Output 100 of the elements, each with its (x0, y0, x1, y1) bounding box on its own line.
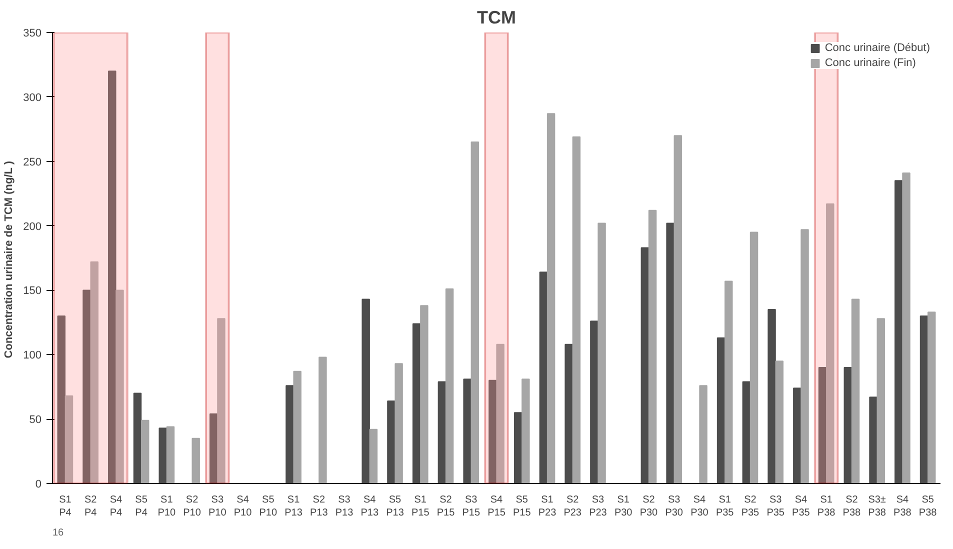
bar (82, 290, 91, 484)
x-tick-label: S1 P30 (614, 494, 633, 519)
bar (286, 385, 294, 484)
bar (742, 381, 751, 484)
bar (546, 113, 556, 484)
bar (598, 222, 606, 484)
x-tick-label: S3 P35 (766, 494, 785, 519)
bar (64, 395, 74, 484)
x-tick-label: S3 P30 (665, 494, 684, 519)
bar (369, 428, 378, 484)
bar (775, 360, 784, 484)
bar (470, 142, 480, 484)
bar (793, 388, 802, 484)
legend-label: Conc urinaire (Début) (824, 42, 930, 54)
bar (394, 363, 403, 484)
y-tick-label: 0 (35, 478, 42, 490)
x-tick-label: S3 P10 (208, 494, 227, 519)
bar (894, 180, 903, 484)
y-tick-label: 200 (23, 220, 42, 233)
bar (209, 413, 218, 484)
x-tick-label: S1 P10 (158, 494, 176, 519)
bar (412, 323, 421, 484)
x-tick-label: S1 P38 (817, 494, 836, 519)
x-tick-label: S1 P35 (716, 494, 734, 519)
x-tick-label: S2 P13 (310, 494, 328, 519)
bar (57, 315, 66, 484)
y-tick-label: 350 (23, 28, 42, 40)
y-tick-label: 250 (23, 156, 42, 168)
bar (387, 400, 396, 484)
bar (514, 412, 522, 484)
x-tick-label: S5 P4 (135, 494, 148, 519)
x-tick-label: S1 P23 (538, 494, 557, 519)
bar (674, 135, 682, 484)
x-tick-label: S4 P10 (234, 494, 252, 519)
x-tick-label: S2 P10 (183, 494, 202, 519)
bar (293, 370, 302, 484)
x-tick-label: S1 P15 (411, 494, 430, 519)
bar (716, 337, 726, 484)
bar (488, 380, 497, 484)
x-tick-label: S4 P13 (360, 494, 379, 519)
x-tick-label: S5 P10 (259, 494, 278, 519)
bar (699, 385, 708, 484)
bar (445, 288, 454, 484)
bar (750, 232, 758, 484)
x-tick-label: S5 P38 (918, 494, 938, 519)
x-tick-label: S5 P13 (386, 494, 404, 519)
x-tick-label: S3± P38 (868, 494, 886, 519)
bar (463, 378, 472, 484)
bar (869, 396, 878, 484)
y-tick-label: 100 (23, 350, 42, 362)
bar (826, 203, 834, 484)
x-tick-label: S1 P4 (59, 494, 72, 519)
text: 16 (52, 528, 64, 538)
chart-title: TCM (477, 8, 516, 28)
bar (640, 247, 650, 484)
bar (116, 290, 124, 484)
bar (648, 210, 657, 484)
y-tick-label: 300 (23, 92, 42, 104)
y-axis-title: Concentration urinaire de TCM (ng/L ) (3, 160, 16, 358)
bar (362, 298, 370, 484)
bar (539, 272, 548, 484)
x-tick-label: S2 P4 (84, 494, 98, 519)
bar (902, 172, 910, 484)
bar (522, 378, 530, 484)
bar (192, 438, 200, 484)
x-tick-label: S3 P15 (462, 494, 480, 519)
bar (800, 229, 809, 484)
x-tick-label: S1 P13 (284, 494, 303, 519)
x-tick-label: S2 P35 (741, 494, 760, 519)
x-tick-label: S5 P15 (512, 494, 532, 519)
bar (140, 420, 150, 484)
bar (166, 426, 175, 484)
bar (564, 344, 573, 484)
bar (876, 318, 885, 484)
bar (920, 315, 928, 484)
bar (318, 356, 327, 484)
bar (420, 305, 428, 484)
bar (844, 367, 852, 484)
bar (928, 312, 936, 484)
bar (851, 298, 860, 484)
bar (90, 261, 98, 484)
x-tick-label: S4 P38 (894, 494, 912, 519)
bar (217, 318, 226, 484)
bar (590, 320, 598, 484)
x-tick-label: S4 P4 (110, 494, 122, 519)
bar (572, 136, 581, 484)
bar (158, 428, 167, 484)
bar (438, 381, 446, 484)
x-tick-label: S4 P15 (488, 494, 506, 519)
y-tick-label: 50 (29, 414, 42, 426)
x-tick-label: S3 P23 (589, 494, 608, 519)
x-tick-label: S3 P13 (335, 494, 354, 519)
x-tick-label: S2 P15 (436, 494, 456, 519)
bar (768, 309, 776, 484)
x-tick-label: S2 P38 (842, 494, 862, 519)
x-tick-label: S4 P35 (792, 494, 810, 519)
bar (133, 392, 142, 484)
bar (496, 344, 504, 484)
x-tick-label: S2 P23 (564, 494, 582, 519)
bar (724, 280, 733, 484)
